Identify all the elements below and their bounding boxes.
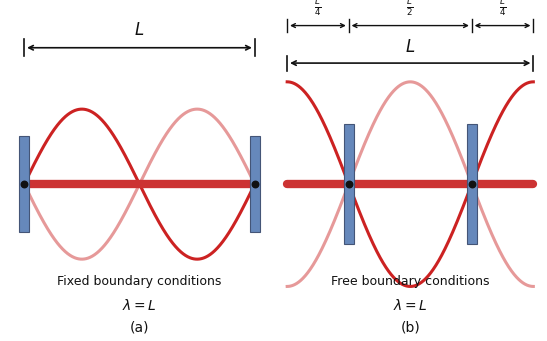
Text: $\frac{L}{4}$: $\frac{L}{4}$ — [499, 0, 507, 18]
Point — [251, 181, 259, 187]
Text: Fixed boundary conditions: Fixed boundary conditions — [57, 275, 222, 288]
FancyBboxPatch shape — [344, 124, 354, 244]
Point — [467, 181, 476, 187]
Text: $\lambda = L$: $\lambda = L$ — [122, 298, 157, 313]
Text: $L$: $L$ — [135, 21, 144, 39]
Text: $\lambda = L$: $\lambda = L$ — [393, 298, 428, 313]
Text: $\frac{L}{4}$: $\frac{L}{4}$ — [314, 0, 322, 18]
FancyBboxPatch shape — [249, 136, 260, 232]
Text: $L$: $L$ — [405, 38, 415, 56]
Text: Free boundary conditions: Free boundary conditions — [331, 275, 490, 288]
FancyBboxPatch shape — [467, 124, 477, 244]
FancyBboxPatch shape — [19, 136, 30, 232]
Point — [345, 181, 353, 187]
Text: (a): (a) — [130, 320, 149, 335]
Text: $\frac{L}{2}$: $\frac{L}{2}$ — [406, 0, 414, 18]
Text: (b): (b) — [400, 320, 420, 335]
Point — [20, 181, 28, 187]
